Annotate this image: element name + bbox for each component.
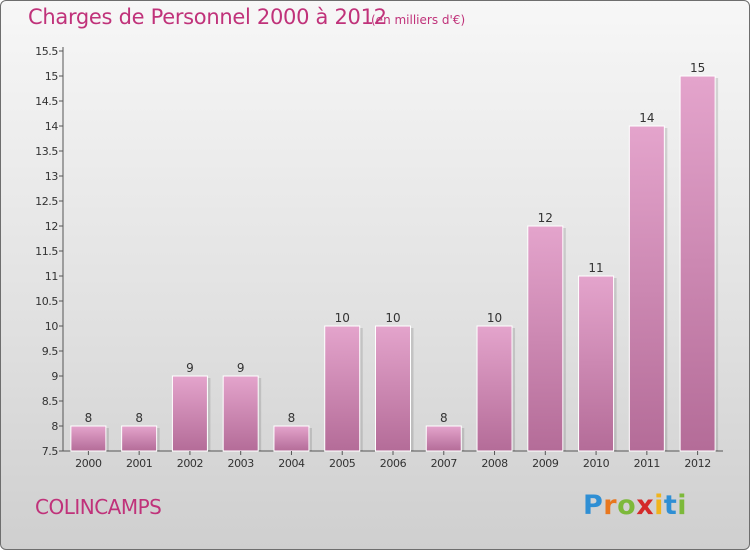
x-tick-label: 2003 (227, 457, 254, 470)
x-tick-label: 2006 (380, 457, 407, 470)
x-tick-label: 2008 (481, 457, 508, 470)
x-tick-label: 2007 (431, 457, 458, 470)
logo-letter: i (677, 490, 688, 521)
logo-letter: P (583, 490, 604, 521)
x-tick-label: 2009 (532, 457, 559, 470)
x-tick-label: 2005 (329, 457, 356, 470)
chart-title: Charges de Personnel 2000 à 2012 (28, 5, 387, 29)
bar (679, 75, 716, 452)
y-tick-label: 14 (45, 120, 59, 133)
logo-letter: o (617, 490, 637, 521)
bar-value-label: 15 (690, 61, 705, 75)
bar (375, 325, 411, 452)
y-tick-label: 13.5 (35, 145, 58, 158)
x-tick-label: 2010 (583, 457, 610, 470)
logo-letter: t (663, 490, 678, 521)
y-tick-label: 8.5 (42, 395, 59, 408)
proxiti-logo: Proxiti (583, 490, 687, 521)
bar (273, 425, 310, 452)
bar (425, 425, 462, 452)
bar (527, 225, 564, 452)
bar-value-label: 11 (588, 261, 603, 275)
bar-value-label: 8 (135, 411, 143, 425)
bar-value-label: 10 (487, 311, 502, 325)
bar-value-label: 9 (186, 361, 194, 375)
bar (578, 275, 615, 452)
y-tick-label: 11.5 (35, 245, 58, 258)
y-tick-label: 13 (45, 170, 59, 183)
x-tick-label: 2000 (75, 457, 102, 470)
y-tick-label: 10.5 (35, 295, 58, 308)
y-tick-label: 7.5 (42, 445, 59, 458)
bar-value-label: 14 (639, 111, 654, 125)
x-tick-label: 2002 (177, 457, 203, 470)
chart-subtitle: (en milliers d'€) (371, 13, 466, 27)
bar (171, 375, 208, 452)
x-tick-label: 2011 (634, 457, 660, 470)
x-tick-label: 2012 (684, 457, 710, 470)
bar-value-label: 8 (288, 411, 296, 425)
y-tick-label: 9.5 (42, 345, 59, 358)
bar (324, 325, 361, 452)
y-tick-label: 12.5 (35, 195, 58, 208)
y-tick-label: 9 (51, 370, 58, 383)
y-tick-label: 12 (45, 220, 58, 233)
bar (121, 425, 158, 452)
commune-name: COLINCAMPS (35, 495, 162, 519)
x-tick-label: 2004 (278, 457, 305, 470)
bar (222, 375, 259, 452)
logo-letter: r (603, 490, 618, 521)
bar-value-label: 8 (440, 411, 448, 425)
logo-letter: x (636, 490, 655, 521)
x-tick-label: 2001 (126, 457, 152, 470)
bar-value-label: 9 (237, 361, 245, 375)
bar (628, 125, 665, 452)
y-tick-label: 8 (51, 420, 58, 433)
y-tick-label: 10 (45, 320, 59, 333)
y-tick-label: 14.5 (35, 95, 58, 108)
bar-value-label: 10 (385, 311, 400, 325)
logo-letter: i (654, 490, 664, 521)
bar-value-label: 12 (538, 211, 553, 225)
bar-value-label: 8 (85, 411, 93, 425)
y-tick-label: 15.5 (35, 45, 58, 58)
bar-value-label: 10 (335, 311, 350, 325)
bar (476, 325, 513, 452)
bar (70, 425, 107, 452)
y-tick-label: 15 (45, 70, 59, 83)
y-tick-label: 11 (45, 270, 58, 283)
